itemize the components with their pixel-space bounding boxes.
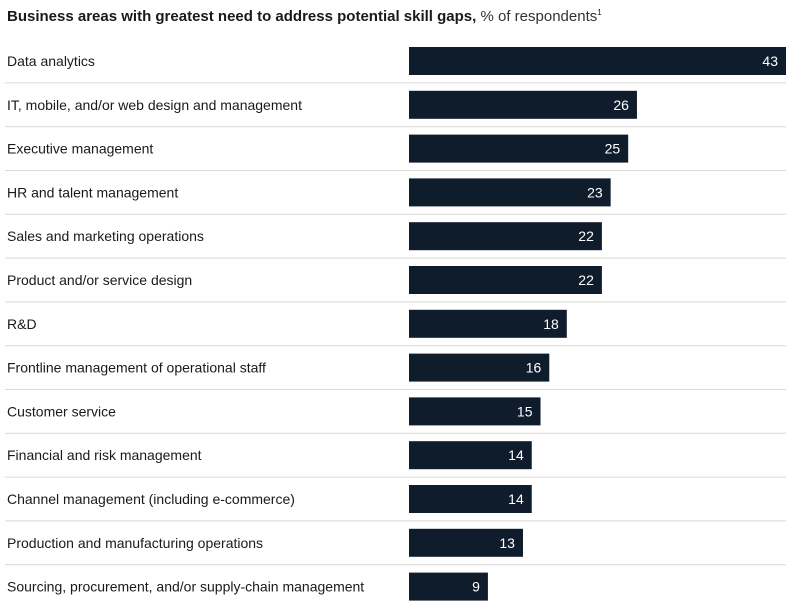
value-label: 43	[762, 53, 778, 69]
bar	[409, 134, 629, 163]
category-label: Executive management	[7, 141, 153, 157]
category-label: Production and manufacturing operations	[7, 535, 263, 551]
bar	[409, 178, 611, 207]
bar	[409, 397, 541, 426]
category-label: Product and/or service design	[7, 272, 192, 288]
bar	[409, 441, 532, 470]
value-label: 16	[526, 360, 542, 376]
chart-title-text: Business areas with greatest need to add…	[7, 8, 477, 25]
value-label: 15	[517, 403, 533, 419]
category-label: Financial and risk management	[7, 447, 202, 463]
category-label: Sales and marketing operations	[7, 228, 204, 244]
title-footnote-marker: 1	[597, 8, 602, 17]
value-label: 9	[472, 579, 480, 595]
category-label: IT, mobile, and/or web design and manage…	[7, 97, 302, 113]
chart-title: Business areas with greatest need to add…	[7, 7, 602, 27]
category-label: Customer service	[7, 403, 116, 419]
category-label: Data analytics	[7, 53, 95, 69]
bar	[409, 528, 523, 557]
value-label: 23	[587, 184, 603, 200]
value-label: 26	[613, 97, 629, 113]
bar	[409, 353, 550, 382]
bar	[409, 485, 532, 513]
value-label: 18	[543, 316, 559, 332]
bar	[409, 266, 602, 294]
chart-subtitle: % of respondents	[480, 8, 598, 25]
bar	[409, 47, 786, 75]
bar	[409, 572, 488, 601]
category-label: HR and talent management	[7, 184, 178, 200]
category-label: Sourcing, procurement, and/or supply-cha…	[7, 579, 364, 595]
category-label: Channel management (including e-commerce…	[7, 491, 295, 507]
value-label: 25	[605, 141, 621, 157]
value-label: 22	[578, 272, 594, 288]
value-label: 14	[508, 447, 524, 463]
value-label: 14	[508, 491, 524, 507]
bar	[409, 90, 637, 119]
bar	[409, 309, 567, 338]
category-label: Frontline management of operational staf…	[7, 360, 266, 376]
category-label: R&D	[7, 316, 37, 332]
bar	[409, 222, 602, 251]
value-label: 13	[499, 535, 515, 551]
value-label: 22	[578, 228, 594, 244]
